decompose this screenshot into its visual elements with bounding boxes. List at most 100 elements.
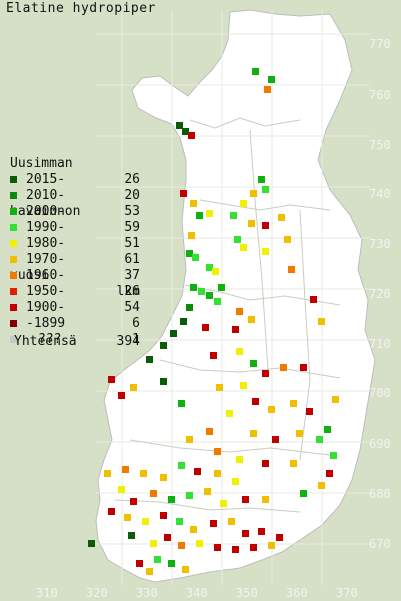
observation-square (330, 452, 337, 459)
observation-square (186, 304, 193, 311)
observation-square (276, 534, 283, 541)
map-title: Elatine hydropiper (6, 1, 156, 16)
x-axis-tick-label: 330 (136, 586, 158, 600)
observation-square (214, 298, 221, 305)
observation-square (146, 568, 153, 575)
observation-square (168, 560, 175, 567)
observation-square (186, 250, 193, 257)
y-axis-tick-label: 730 (369, 237, 391, 251)
legend-item: 1950- 26 (10, 284, 140, 300)
observation-square (160, 512, 167, 519)
observation-square (216, 384, 223, 391)
observation-square (146, 356, 153, 363)
legend-count-value: 54 (124, 300, 140, 315)
legend-item: 2015- 26 (10, 172, 140, 188)
y-axis-tick-label: 690 (369, 437, 391, 451)
observation-square (306, 408, 313, 415)
observation-square (176, 122, 183, 129)
legend-year-label: 1960- (26, 268, 66, 283)
legend-item: 1990- 59 (10, 220, 140, 236)
observation-square (118, 486, 125, 493)
observation-square (168, 496, 175, 503)
observation-square (190, 284, 197, 291)
observation-square (194, 468, 201, 475)
observation-square (212, 268, 219, 275)
x-axis-tick-label: 320 (86, 586, 108, 600)
observation-square (240, 382, 247, 389)
observation-square (324, 426, 331, 433)
observation-square (248, 220, 255, 227)
region-border (159, 359, 341, 379)
observation-square (170, 330, 177, 337)
observation-square (192, 254, 199, 261)
legend-item: ??? 1 (10, 332, 140, 348)
x-axis-tick-label: 360 (286, 586, 308, 600)
region-border (189, 117, 301, 129)
legend-year-label: 1900- (26, 300, 66, 315)
observation-square (218, 284, 225, 291)
observation-square (188, 132, 195, 139)
grid-lines (96, 10, 370, 585)
legend-total-count: 394 (116, 334, 140, 349)
observation-square (210, 520, 217, 527)
legend-count-value: 6 (132, 316, 140, 331)
legend-count-value: 26 (124, 172, 140, 187)
observation-square (164, 534, 171, 541)
observation-square (160, 378, 167, 385)
legend-color-swatch (10, 208, 17, 215)
legend-color-swatch (10, 176, 17, 183)
observation-square (250, 360, 257, 367)
observation-square (236, 308, 243, 315)
legend-count-value: 53 (124, 204, 140, 219)
observation-square (160, 342, 167, 349)
observation-square (300, 364, 307, 371)
y-axis-tick-label: 750 (369, 138, 391, 152)
observation-square (150, 490, 157, 497)
y-axis-tick-label: 700 (369, 386, 391, 400)
legend-header-line3: vuosi lkm (10, 252, 140, 299)
observation-square (262, 496, 269, 503)
region-border (114, 499, 301, 513)
legend-color-swatch (10, 240, 17, 247)
observation-square (104, 470, 111, 477)
y-axis-tick-label: 760 (369, 88, 391, 102)
observation-square (180, 318, 187, 325)
legend-count-value: 51 (124, 236, 140, 251)
legend-item: 2000- 53 (10, 204, 140, 220)
region-border (249, 129, 269, 371)
legend-header-line2: havainnon (10, 204, 81, 219)
observation-square (214, 470, 221, 477)
region-border (184, 284, 341, 306)
observation-square (236, 348, 243, 355)
observation-square (206, 428, 213, 435)
observation-square (180, 190, 187, 197)
observation-square (150, 540, 157, 547)
x-axis-tick-label: 370 (336, 586, 358, 600)
legend-count-value: 20 (124, 188, 140, 203)
x-axis-tick-label: 310 (36, 586, 58, 600)
observation-square (250, 544, 257, 551)
observation-square (226, 410, 233, 417)
observation-square (160, 474, 167, 481)
observation-square (332, 396, 339, 403)
legend-color-swatch (10, 320, 17, 327)
observation-square (268, 406, 275, 413)
observation-square (288, 266, 295, 273)
observation-square (252, 398, 259, 405)
x-axis-tick-label: 340 (186, 586, 208, 600)
legend-year-label: 2000- (26, 204, 66, 219)
observation-square (262, 460, 269, 467)
legend-year-label: 1950- (26, 284, 66, 299)
observation-square (242, 496, 249, 503)
observation-square (232, 326, 239, 333)
legend-color-swatch (10, 336, 17, 343)
observation-square (196, 540, 203, 547)
legend-year-label: 1970- (26, 252, 66, 267)
observation-square (262, 248, 269, 255)
observation-square (142, 518, 149, 525)
region-border (299, 209, 311, 461)
legend-year-label: 1980- (26, 236, 66, 251)
observation-square (182, 128, 189, 135)
observation-square (240, 244, 247, 251)
legend-header: Uusimman havainnon vuosi lkm (10, 124, 140, 299)
